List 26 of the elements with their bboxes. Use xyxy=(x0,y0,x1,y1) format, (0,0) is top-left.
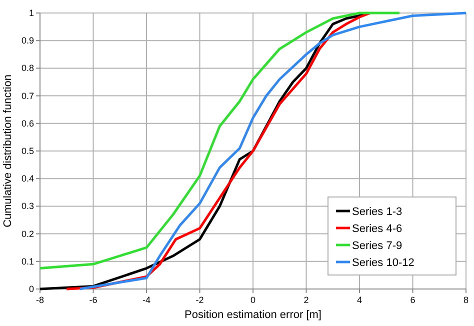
y-tick-label: 0.1 xyxy=(21,256,34,266)
y-tick-label: 0 xyxy=(28,284,34,294)
y-tick-label: 0.3 xyxy=(21,201,34,212)
legend-label: Series 7-9 xyxy=(352,240,402,252)
legend-label: Series 10-12 xyxy=(352,257,414,269)
legend-label: Series 1-3 xyxy=(352,206,402,218)
y-tick-label: 0.7 xyxy=(21,90,34,101)
y-tick-label: 0.2 xyxy=(21,228,34,239)
y-tick-label: 0.5 xyxy=(21,146,34,156)
y-tick-label: 0.6 xyxy=(21,118,34,128)
x-tick-label: 4 xyxy=(356,295,362,305)
x-tick-label: 8 xyxy=(463,295,469,305)
x-tick-label: -4 xyxy=(142,295,151,305)
y-tick-label: 0.4 xyxy=(21,174,34,184)
x-tick-label: 0 xyxy=(250,295,256,305)
x-tick-label: -6 xyxy=(89,295,98,305)
y-axis-title: Cumulative distribution function xyxy=(2,74,14,228)
y-tick-label: 1 xyxy=(28,8,34,18)
x-axis-title: Position estimation error [m] xyxy=(184,309,322,321)
y-tick-label: 0.9 xyxy=(21,36,34,46)
x-tick-label: 2 xyxy=(304,295,309,305)
legend-label: Series 4-6 xyxy=(352,223,402,235)
x-tick-label: -2 xyxy=(196,295,204,305)
y-tick-label: 0.8 xyxy=(21,63,34,74)
x-tick-label: -8 xyxy=(36,295,44,305)
x-tick-label: 6 xyxy=(410,295,416,305)
